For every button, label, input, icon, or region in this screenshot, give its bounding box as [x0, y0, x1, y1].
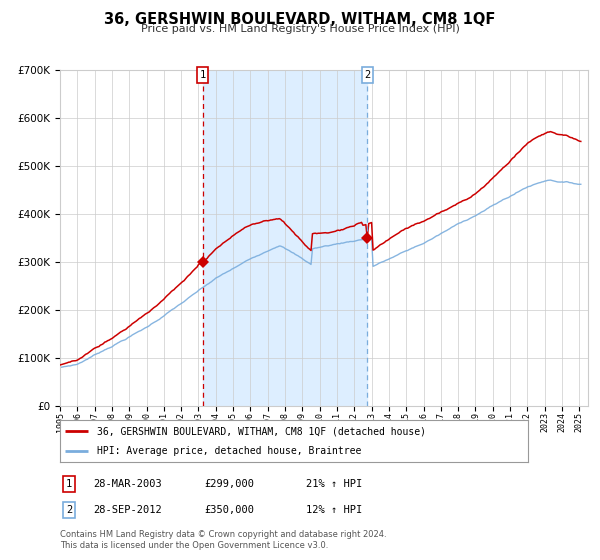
- Text: 12% ↑ HPI: 12% ↑ HPI: [306, 505, 362, 515]
- Text: £350,000: £350,000: [204, 505, 254, 515]
- Text: Contains HM Land Registry data © Crown copyright and database right 2024.: Contains HM Land Registry data © Crown c…: [60, 530, 386, 539]
- Text: 36, GERSHWIN BOULEVARD, WITHAM, CM8 1QF (detached house): 36, GERSHWIN BOULEVARD, WITHAM, CM8 1QF …: [97, 426, 427, 436]
- Text: 28-SEP-2012: 28-SEP-2012: [93, 505, 162, 515]
- Bar: [203, 70, 367, 406]
- Text: This data is licensed under the Open Government Licence v3.0.: This data is licensed under the Open Gov…: [60, 541, 328, 550]
- Text: HPI: Average price, detached house, Braintree: HPI: Average price, detached house, Brai…: [97, 446, 362, 456]
- Text: 2: 2: [66, 505, 72, 515]
- Text: 28-MAR-2003: 28-MAR-2003: [93, 479, 162, 489]
- Text: 1: 1: [200, 70, 206, 80]
- Text: 2: 2: [364, 70, 370, 80]
- Text: 21% ↑ HPI: 21% ↑ HPI: [306, 479, 362, 489]
- Text: 1: 1: [66, 479, 72, 489]
- Text: Price paid vs. HM Land Registry's House Price Index (HPI): Price paid vs. HM Land Registry's House …: [140, 24, 460, 34]
- Text: 36, GERSHWIN BOULEVARD, WITHAM, CM8 1QF: 36, GERSHWIN BOULEVARD, WITHAM, CM8 1QF: [104, 12, 496, 27]
- Text: £299,000: £299,000: [204, 479, 254, 489]
